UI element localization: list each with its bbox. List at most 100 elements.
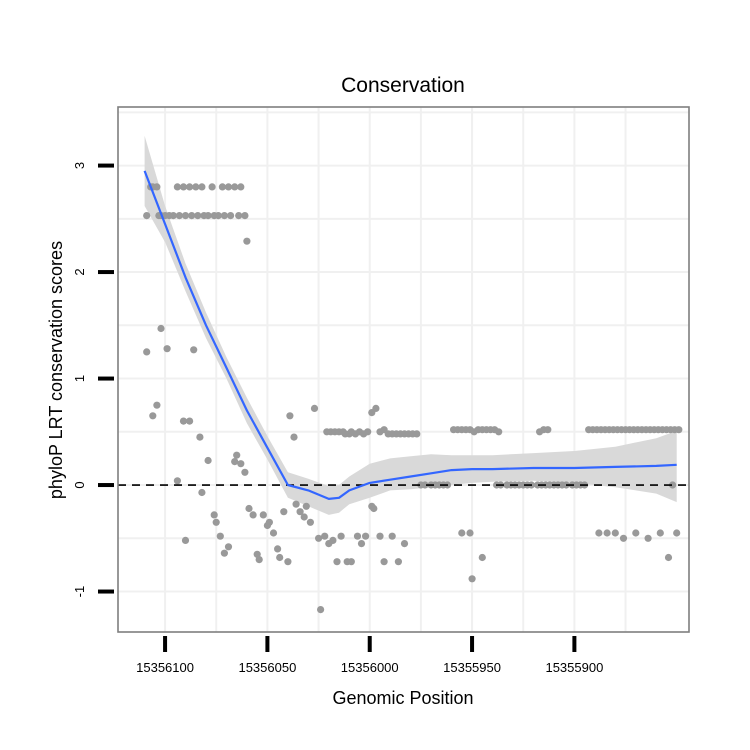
smooth-line (143, 170, 677, 500)
data-point (400, 540, 409, 548)
data-point (220, 212, 228, 220)
data-point (235, 212, 243, 220)
data-point (357, 540, 366, 548)
data-point (149, 412, 157, 420)
data-point (237, 183, 245, 191)
y-axis-title: phyloP LRT conservation scores (46, 241, 66, 499)
chart-title: Conservation (341, 74, 465, 97)
data-point (241, 468, 249, 476)
data-point (376, 532, 384, 540)
data-point (669, 481, 677, 489)
loess-line (143, 170, 677, 500)
data-point (241, 212, 249, 220)
data-point (237, 460, 245, 468)
data-point (210, 511, 218, 519)
x-axis-title: Genomic Position (332, 688, 473, 708)
data-point (233, 451, 241, 459)
data-point (224, 183, 233, 191)
data-point (245, 504, 253, 513)
data-point (388, 532, 396, 540)
gridlines (118, 107, 689, 632)
data-point (231, 458, 239, 466)
data-point (380, 558, 388, 566)
data-point (333, 558, 341, 566)
data-point (337, 532, 345, 540)
data-point (632, 529, 640, 537)
data-point (302, 502, 310, 510)
data-point (255, 556, 263, 564)
y-tick-label: 0 (72, 481, 87, 488)
data-point (292, 500, 300, 508)
y-axis: -1 0 1 2 3 (72, 162, 114, 597)
data-point (644, 534, 652, 542)
data-point (413, 430, 421, 438)
data-point (204, 456, 212, 465)
y-tick-label: 3 (72, 162, 87, 169)
data-point (306, 518, 314, 526)
x-tick-label: 15356050 (238, 660, 296, 675)
data-point (310, 404, 319, 412)
data-point (153, 183, 161, 191)
data-point (619, 534, 628, 542)
ribbon-band (144, 135, 677, 515)
data-point (220, 549, 228, 557)
data-point (595, 529, 603, 537)
data-point (611, 529, 619, 537)
data-point (259, 511, 267, 519)
data-point (329, 536, 337, 545)
data-point (603, 529, 611, 537)
data-point (231, 183, 239, 191)
data-point (466, 529, 474, 537)
x-tick-label: 15356100 (136, 660, 194, 675)
data-point (186, 417, 194, 425)
data-point (227, 212, 235, 220)
data-point (353, 532, 362, 540)
data-point (276, 553, 284, 562)
data-point (212, 518, 220, 526)
x-tick-label: 15355950 (443, 660, 501, 675)
data-point (468, 575, 476, 583)
data-point (204, 212, 212, 220)
data-point (190, 346, 198, 354)
y-tick-label: -1 (72, 586, 87, 598)
data-point (175, 212, 183, 220)
data-point (269, 529, 278, 537)
data-point (370, 504, 378, 513)
x-axis: 15356100 15356050 15356000 15355950 15355900 (136, 636, 603, 675)
y-tick-label: 2 (72, 268, 87, 275)
data-point (495, 428, 503, 436)
data-point (188, 212, 196, 220)
data-point (290, 433, 298, 441)
data-point (186, 183, 194, 191)
data-point (362, 532, 370, 540)
data-point (478, 553, 486, 562)
y-tick-label: 1 (72, 375, 87, 382)
data-point (216, 532, 224, 540)
data-point (317, 606, 325, 614)
data-point (153, 401, 161, 409)
data-point (347, 558, 355, 566)
data-point (218, 183, 226, 191)
data-point (143, 348, 151, 356)
data-point (173, 477, 181, 485)
data-point (421, 481, 429, 489)
score-points (143, 183, 683, 614)
data-point (664, 553, 673, 562)
data-point (315, 534, 323, 542)
data-point (163, 345, 171, 353)
data-point (157, 324, 165, 333)
data-point (300, 513, 308, 521)
x-tick-label: 15356000 (341, 660, 399, 675)
data-point (458, 529, 466, 537)
data-point (286, 412, 294, 420)
data-point (656, 529, 664, 537)
data-point (364, 428, 372, 436)
data-point (544, 426, 552, 434)
x-tick-label: 15355900 (545, 660, 603, 675)
data-point (181, 536, 190, 545)
data-point (179, 183, 188, 191)
data-point (265, 518, 273, 526)
data-point (181, 212, 190, 220)
data-point (196, 433, 204, 441)
